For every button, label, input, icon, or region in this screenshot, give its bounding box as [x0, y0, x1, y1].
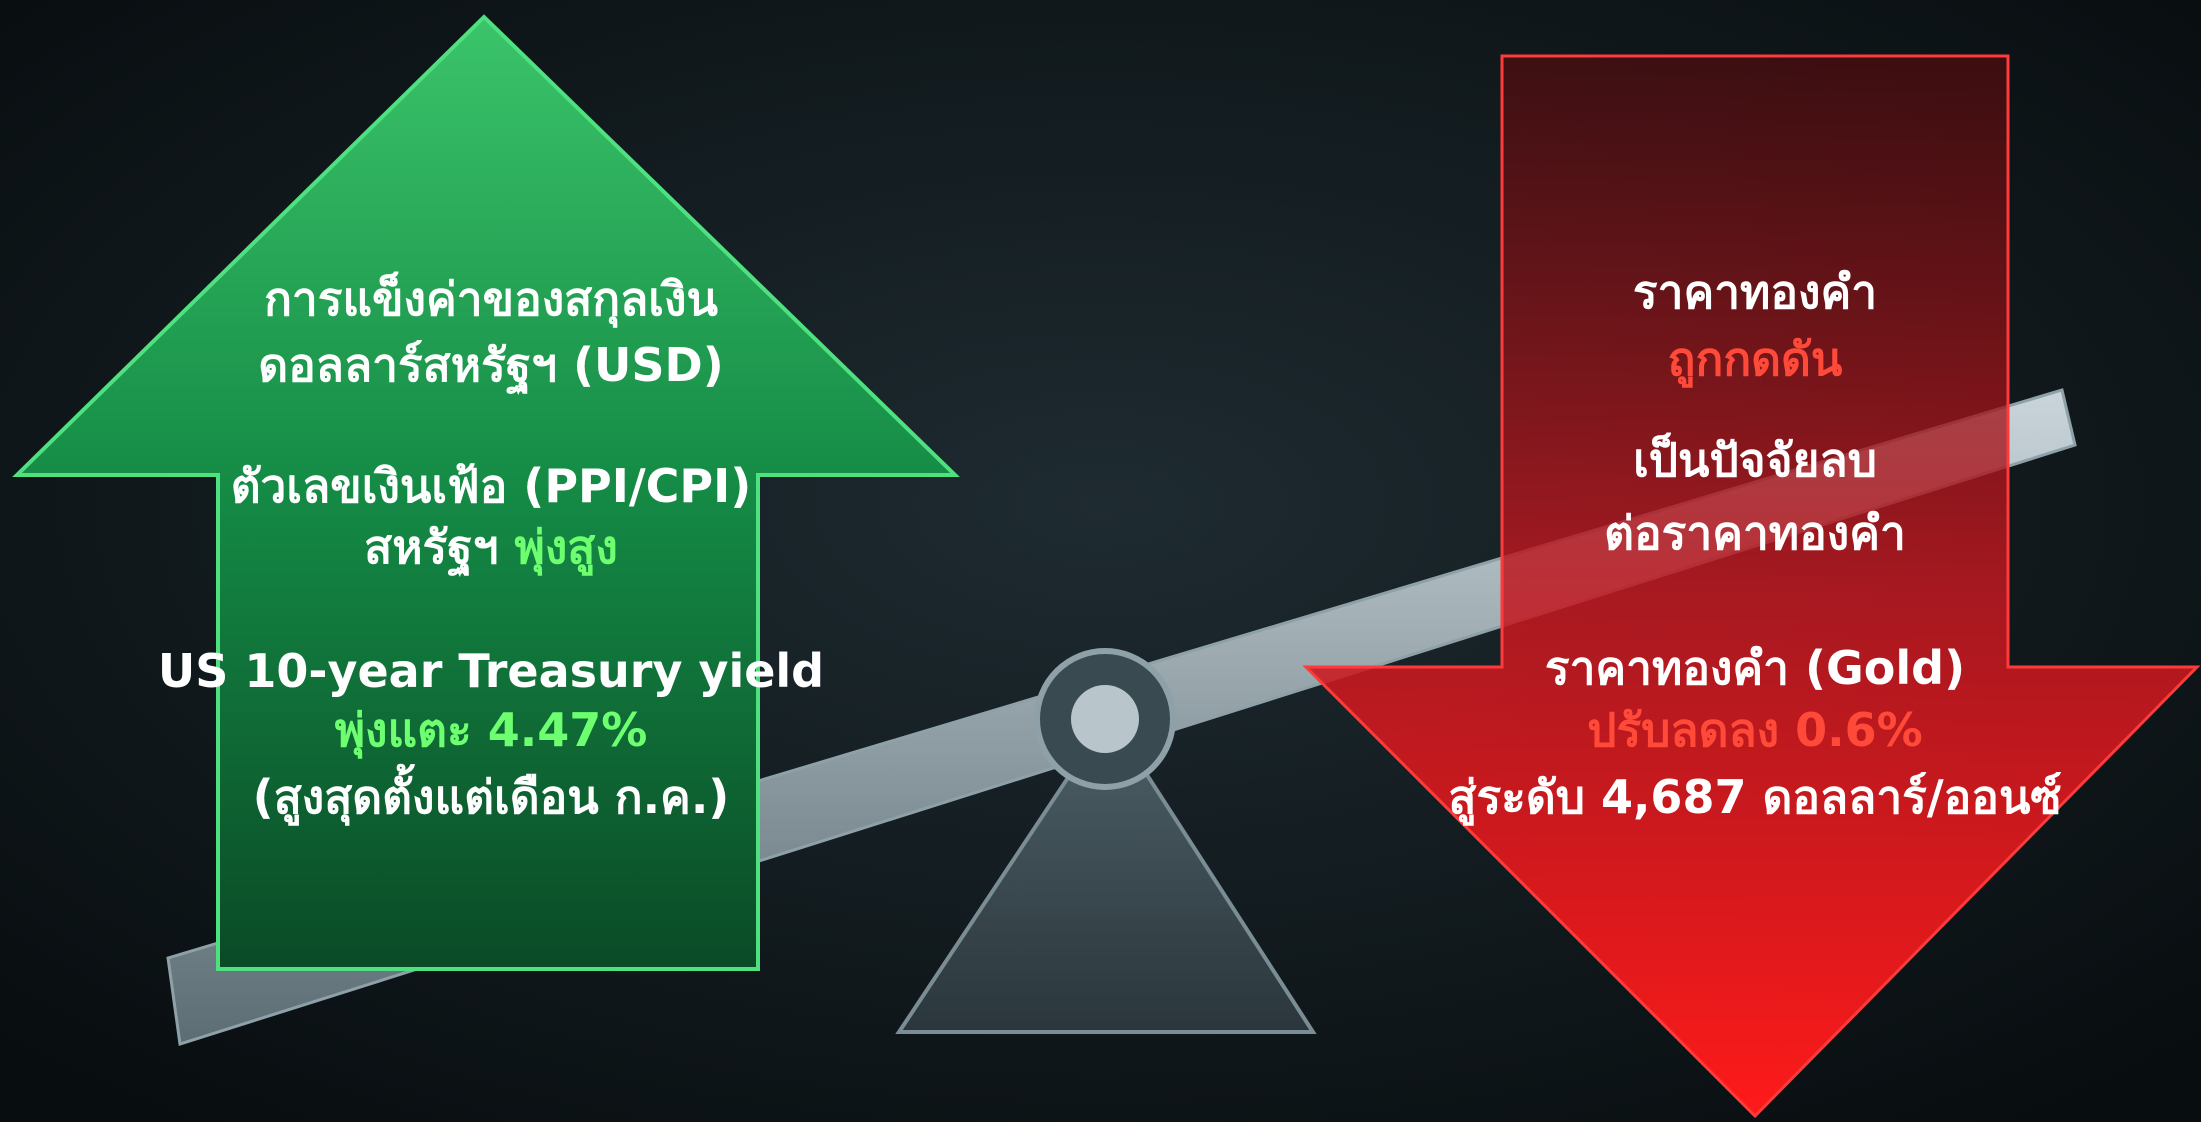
text-line: ตัวเลขเงินเฟ้อ (PPI/CPI): [231, 459, 752, 513]
text-part: ตัวเลขเงินเฟ้อ (PPI/CPI): [231, 459, 752, 513]
text-part: ต่อราคาทองคำ: [1604, 506, 1906, 560]
text-line: ถูกกดดัน: [1668, 332, 1843, 388]
text-line: การแข็งค่าของสกุลเงิน: [264, 271, 718, 328]
text-part: ดอลลาร์สหรัฐฯ (USD): [258, 338, 723, 395]
text-part: สหรัฐฯ: [364, 520, 498, 577]
down-arrow: [1302, 54, 2201, 1119]
text-part: ราคาทองคำ (Gold): [1545, 641, 1965, 695]
text-line: US 10-year Treasury yield: [158, 644, 824, 698]
text-line: เป็นปัจจัยลบ: [1633, 432, 1877, 487]
text-line: (สูงสุดตั้งแต่เดือน ก.ค.): [253, 763, 730, 826]
text-line: ราคาทองคำ (Gold): [1545, 641, 1965, 695]
accent-text: ปรับลดลง 0.6%: [1587, 703, 1922, 757]
text-part: ราคาทองคำ: [1633, 265, 1877, 319]
up-arrow: [12, 14, 960, 971]
accent-text: พุ่งแตะ 4.47%: [335, 703, 648, 759]
accent-text: พุ่งสูง: [515, 520, 618, 576]
text-part: (สูงสุดตั้งแต่เดือน ก.ค.): [253, 763, 730, 826]
fulcrum: [895, 712, 1317, 1034]
text-line: สหรัฐฯ พุ่งสูง: [364, 520, 618, 577]
text-line: ต่อราคาทองคำ: [1604, 506, 1906, 560]
text-line: ปรับลดลง 0.6%: [1587, 703, 1922, 757]
text-line: ดอลลาร์สหรัฐฯ (USD): [258, 338, 723, 395]
text-part: การแข็งค่าของสกุลเงิน: [264, 271, 718, 328]
text-part: สู่ระดับ 4,687 ดอลลาร์/ออนซ์: [1448, 770, 2061, 826]
text-part: US 10-year Treasury yield: [158, 644, 824, 698]
accent-text: ถูกกดดัน: [1668, 332, 1843, 388]
text-line: ราคาทองคำ: [1633, 265, 1877, 319]
text-line: สู่ระดับ 4,687 ดอลลาร์/ออนซ์: [1448, 770, 2061, 826]
text-line: พุ่งแตะ 4.47%: [335, 703, 648, 759]
text-part: เป็นปัจจัยลบ: [1633, 432, 1877, 487]
pivot-center: [1071, 685, 1139, 753]
